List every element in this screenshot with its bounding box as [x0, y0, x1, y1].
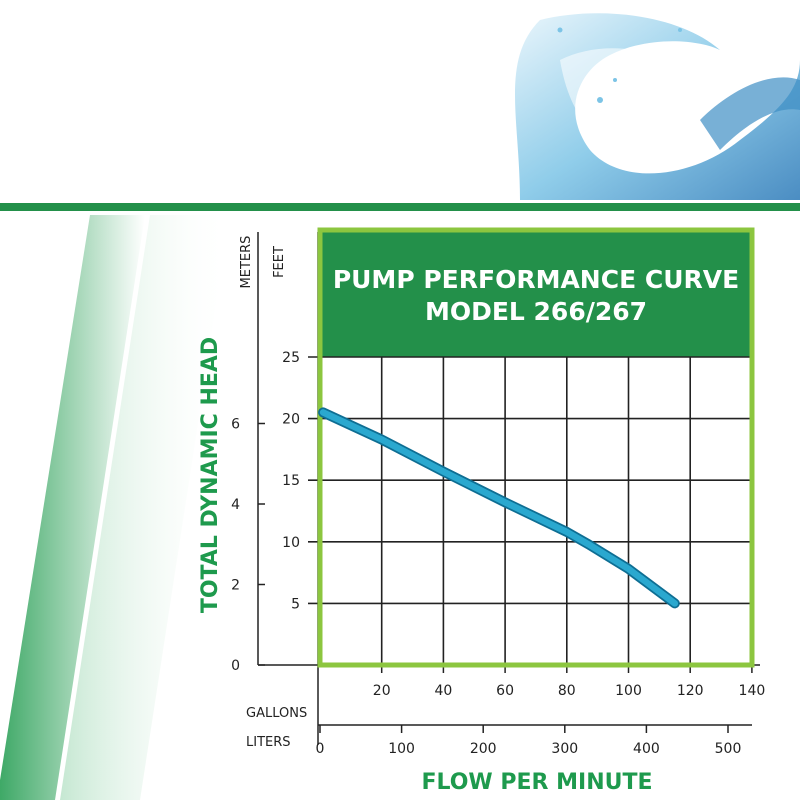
- x-tick-label-liters: 100: [388, 741, 415, 757]
- y-tick-label-feet: 15: [282, 473, 300, 489]
- chart-subtitle: MODEL 266/267: [425, 297, 647, 326]
- x-tick-label-gallons: 100: [615, 683, 642, 699]
- x-tick-label-liters: 500: [715, 741, 742, 757]
- header-divider-band: [0, 203, 800, 211]
- y-tick-label-meters: 2: [231, 578, 240, 594]
- x-tick-label-gallons: 60: [496, 683, 514, 699]
- y-tick-label-meters: 6: [231, 417, 240, 433]
- y-tick-label-feet: 20: [282, 412, 300, 428]
- y-unit-meters-label: METERS: [239, 236, 254, 289]
- water-splash-image: [515, 13, 800, 200]
- x-tick-label-gallons: 120: [677, 683, 704, 699]
- x-tick-label-gallons: 80: [558, 683, 576, 699]
- x-unit-gallons-label: GALLONS: [246, 706, 307, 721]
- x-tick-label-liters: 200: [470, 741, 497, 757]
- y-tick-label-meters: 0: [231, 658, 240, 674]
- x-tick-label-liters: 300: [551, 741, 578, 757]
- chart-title: PUMP PERFORMANCE CURVE: [333, 265, 739, 294]
- y-unit-feet-label: FEET: [272, 246, 287, 278]
- y-axis-title: TOTAL DYNAMIC HEAD: [198, 337, 223, 613]
- x-tick-label-liters: 400: [633, 741, 660, 757]
- x-tick-label-liters: 0: [316, 741, 325, 757]
- y-tick-label-feet: 25: [282, 350, 300, 366]
- y-tick-label-feet: 5: [291, 596, 300, 612]
- decorative-stripes: [0, 215, 230, 800]
- y-tick-label-feet: 10: [282, 535, 300, 551]
- x-tick-label-gallons: 20: [373, 683, 391, 699]
- y-tick-label-meters: 4: [231, 497, 240, 513]
- x-tick-label-gallons: 140: [739, 683, 766, 699]
- x-unit-liters-label: LITERS: [246, 735, 291, 750]
- x-axis-title: FLOW PER MINUTE: [421, 770, 652, 795]
- x-tick-label-gallons: 40: [434, 683, 452, 699]
